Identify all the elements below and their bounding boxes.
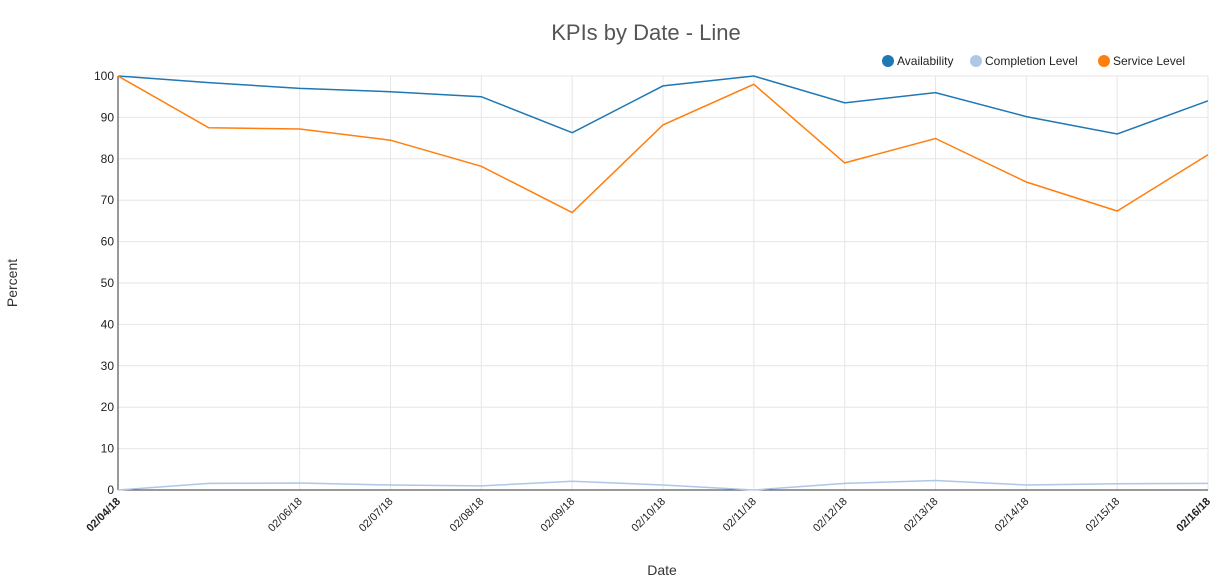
data-point-service-level — [388, 138, 393, 143]
chart-title: KPIs by Date - Line — [551, 20, 741, 45]
x-tick-label: 02/07/18 — [357, 496, 396, 535]
data-point-availability — [297, 86, 302, 91]
data-point-service-level — [116, 74, 121, 79]
data-point-completion-level — [1024, 483, 1029, 488]
data-point-availability — [1206, 98, 1211, 103]
data-point-completion-level — [661, 483, 666, 488]
legend-label-availability: Availability — [897, 54, 953, 68]
legend-marker-availability — [882, 55, 894, 67]
data-point-completion-level — [570, 479, 575, 484]
data-point-availability — [570, 130, 575, 135]
y-tick-label: 10 — [101, 442, 115, 456]
data-point-completion-level — [479, 483, 484, 488]
x-tick-label: 02/06/18 — [266, 496, 305, 535]
y-tick-label: 70 — [101, 193, 115, 207]
data-point-service-level — [751, 82, 756, 87]
series-lines — [116, 74, 1211, 493]
x-tick-label: 02/08/18 — [448, 496, 487, 535]
y-axis-ticks: 0 10 20 30 40 50 60 70 80 90 100 — [94, 69, 114, 497]
data-point-service-level — [206, 125, 211, 130]
series-line-completion-level — [117, 479, 1209, 491]
data-point-completion-level — [842, 481, 847, 486]
y-tick-label: 50 — [101, 276, 115, 290]
x-tick-label: 02/16/18 — [1174, 496, 1213, 535]
y-tick-label: 20 — [101, 400, 115, 414]
data-point-availability — [751, 74, 756, 79]
legend-marker-completion-level — [970, 55, 982, 67]
x-tick-label: 02/13/18 — [902, 496, 941, 535]
grid — [117, 75, 1209, 491]
x-tick-label: 02/14/18 — [993, 496, 1032, 535]
data-point-availability — [388, 89, 393, 94]
data-point-availability — [1115, 131, 1120, 136]
data-point-completion-level — [751, 488, 756, 493]
data-point-service-level — [479, 164, 484, 169]
series-line-availability — [117, 75, 1209, 135]
data-point-completion-level — [297, 480, 302, 485]
data-point-service-level — [842, 160, 847, 165]
y-axis-label: Percent — [4, 259, 20, 307]
legend-label-completion-level: Completion Level — [985, 54, 1078, 68]
y-tick-label: 30 — [101, 359, 115, 373]
data-point-completion-level — [1206, 481, 1211, 486]
x-tick-label: 02/12/18 — [811, 496, 850, 535]
data-point-availability — [842, 100, 847, 105]
data-point-service-level — [570, 210, 575, 215]
x-tick-label: 02/04/18 — [84, 496, 123, 535]
x-axis-label: Date — [647, 562, 677, 578]
data-point-service-level — [1024, 179, 1029, 184]
x-tick-label: 02/15/18 — [1084, 496, 1123, 535]
x-tick-label: 02/11/18 — [721, 496, 759, 534]
data-point-availability — [933, 90, 938, 95]
data-point-completion-level — [116, 488, 121, 493]
data-point-service-level — [933, 136, 938, 141]
data-point-availability — [479, 94, 484, 99]
legend-label-service-level: Service Level — [1113, 54, 1185, 68]
legend: Availability Completion Level Service Leve… — [882, 54, 1185, 68]
y-tick-label: 40 — [101, 317, 115, 331]
data-point-service-level — [661, 122, 666, 127]
data-point-completion-level — [1115, 481, 1120, 486]
x-axis-ticks: 02/04/18 02/06/18 02/07/18 02/08/18 02/09/18… — [84, 496, 1213, 535]
y-tick-label: 90 — [101, 110, 115, 124]
data-point-availability — [206, 80, 211, 85]
data-point-availability — [1024, 114, 1029, 119]
series-line-service-level — [117, 75, 1209, 214]
data-point-availability — [661, 83, 666, 88]
data-point-service-level — [297, 126, 302, 131]
y-tick-label: 0 — [107, 483, 114, 497]
legend-marker-service-level — [1098, 55, 1110, 67]
y-tick-label: 100 — [94, 69, 114, 83]
y-tick-label: 80 — [101, 152, 115, 166]
x-tick-label: 02/10/18 — [629, 496, 668, 535]
data-point-service-level — [1115, 208, 1120, 213]
data-point-completion-level — [388, 483, 393, 488]
data-point-service-level — [1206, 152, 1211, 157]
data-point-completion-level — [206, 481, 211, 486]
data-point-completion-level — [933, 478, 938, 483]
x-tick-label: 02/09/18 — [539, 496, 578, 535]
y-tick-label: 60 — [101, 235, 115, 249]
